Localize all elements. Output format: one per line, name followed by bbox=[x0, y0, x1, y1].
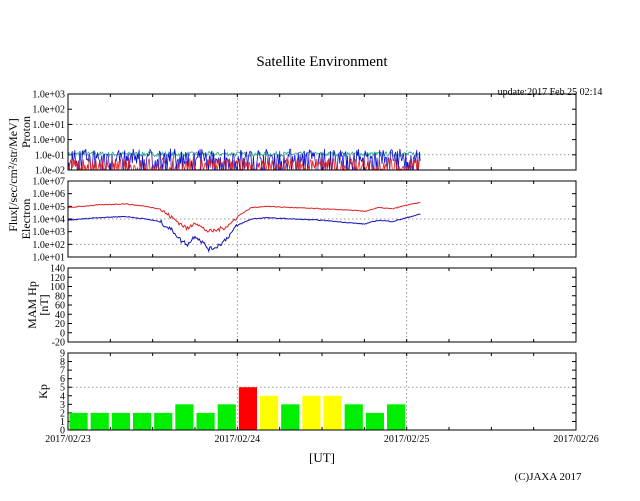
y-tick-label: 1.0e-01 bbox=[35, 150, 65, 161]
panel-frame bbox=[67, 180, 577, 258]
y-axis-label: Kp bbox=[36, 384, 50, 399]
y-tick-label: 20 bbox=[55, 319, 65, 330]
x-tick-label: 2017/02/26 bbox=[553, 434, 599, 445]
y-tick-label: 80 bbox=[55, 291, 65, 302]
y-tick-label: 1.0e-02 bbox=[35, 166, 65, 177]
kp-bar bbox=[90, 412, 109, 430]
kp-bar bbox=[281, 404, 300, 430]
series-proton-ch3 bbox=[67, 156, 421, 172]
panel-frame bbox=[67, 267, 577, 343]
y-axis-unit: [nT] bbox=[37, 294, 51, 315]
panel-electron: 1.0e+01 1.0e+02 1.0e+031.0e+04 1.0e+05 1.0e+… bbox=[19, 177, 577, 264]
x-tick-label: 2017/02/24 bbox=[215, 434, 261, 445]
kp-bar bbox=[133, 412, 152, 430]
kp-bar bbox=[260, 395, 279, 430]
y-tick-label: 1.0e+04 bbox=[32, 215, 65, 226]
y-tick-label: 1.0e+01 bbox=[32, 253, 65, 264]
y-tick-label: 8 bbox=[60, 357, 65, 368]
panel-frame bbox=[67, 352, 577, 431]
y-tick-label: 1.0e+00 bbox=[32, 135, 65, 146]
y-tick-label: 3 bbox=[60, 400, 65, 411]
series-proton-ch1 bbox=[67, 150, 421, 158]
y-tick-label: 140 bbox=[50, 264, 65, 275]
y-tick-label: 40 bbox=[55, 310, 65, 321]
kp-bar bbox=[344, 404, 363, 430]
copyright: (C)JAXA 2017 bbox=[515, 471, 582, 483]
kp-bar bbox=[387, 404, 406, 430]
kp-bar bbox=[238, 387, 257, 430]
y-tick-label: 1.0e+06 bbox=[32, 189, 65, 200]
kp-bar bbox=[365, 412, 384, 430]
kp-bar bbox=[175, 404, 194, 430]
kp-bar bbox=[111, 412, 130, 430]
y-tick-label: 5 bbox=[60, 383, 65, 394]
y-tick-label: 1.0e+03 bbox=[32, 227, 65, 238]
x-tick-label: 2017/02/25 bbox=[384, 434, 430, 445]
kp-bar bbox=[302, 395, 321, 430]
flux-axis-label: Flux[/sec/cm²/str/MeV] bbox=[6, 118, 20, 232]
y-tick-label: 7 bbox=[60, 366, 65, 377]
y-tick-label: 6 bbox=[60, 374, 65, 385]
y-tick-label: 1.0e+02 bbox=[32, 105, 65, 116]
y-tick-label: 1.0e+05 bbox=[32, 202, 65, 213]
y-tick-label: 9 bbox=[60, 349, 65, 360]
y-tick-label: 1.0e+07 bbox=[32, 177, 65, 188]
y-tick-label: 4 bbox=[60, 391, 65, 402]
y-tick-label: 2 bbox=[60, 408, 65, 419]
kp-bar bbox=[323, 395, 342, 430]
y-tick-label: 120 bbox=[50, 273, 65, 284]
y-tick-label: 1.0e+03 bbox=[32, 90, 65, 101]
series-electron-high bbox=[67, 202, 421, 233]
panel-proton: 1.0e-02 1.0e-01 1.0e+00 1.0e+01 1.0e+02 1.0e+… bbox=[19, 90, 577, 177]
y-tick-label: 60 bbox=[55, 301, 65, 312]
chart-title: Satellite Environment bbox=[256, 54, 388, 70]
y-tick-label: 0 bbox=[60, 328, 65, 339]
kp-bar bbox=[196, 412, 215, 430]
series-electron-low bbox=[67, 213, 421, 253]
y-tick-label: 1.0e+02 bbox=[32, 240, 65, 251]
kp-bar bbox=[154, 412, 173, 430]
x-axis-label: [UT] bbox=[309, 450, 335, 465]
y-tick-label: -20 bbox=[52, 338, 65, 349]
y-axis-label: Proton bbox=[19, 116, 33, 148]
y-tick-label: 100 bbox=[50, 282, 65, 293]
y-tick-label: 0 bbox=[60, 426, 65, 437]
y-axis-label: MAM Hp bbox=[25, 281, 39, 329]
y-tick-label: 1 bbox=[60, 417, 65, 428]
kp-bar bbox=[69, 412, 88, 430]
x-tick-label: 2017/02/23 bbox=[45, 434, 91, 445]
kp-bar bbox=[217, 404, 236, 430]
y-tick-label: 1.0e+01 bbox=[32, 120, 65, 131]
update-timestamp: update:2017 Feb 25 02:14 bbox=[498, 87, 603, 98]
y-axis-label: Electron bbox=[19, 199, 33, 240]
panel-frame bbox=[67, 93, 577, 171]
